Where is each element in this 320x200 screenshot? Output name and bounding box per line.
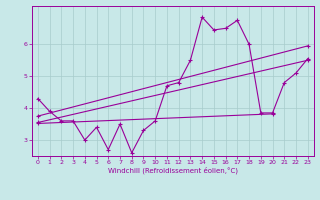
X-axis label: Windchill (Refroidissement éolien,°C): Windchill (Refroidissement éolien,°C) <box>108 167 238 174</box>
